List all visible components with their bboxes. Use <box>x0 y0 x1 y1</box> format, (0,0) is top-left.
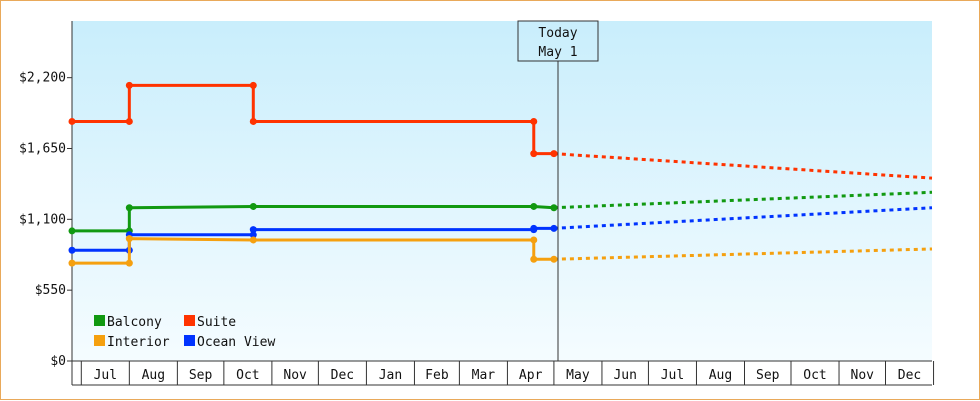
today-box <box>517 20 599 62</box>
series-forecast-line <box>553 247 933 261</box>
legend-label: Ocean View <box>197 335 275 350</box>
x-tick-label: Feb <box>425 368 449 383</box>
data-point <box>125 81 133 89</box>
data-point <box>530 255 538 263</box>
x-tick-label: Dec <box>898 368 921 383</box>
legend-swatch <box>94 335 105 346</box>
x-tick-label: May <box>566 368 590 383</box>
x-tick-label: Jun <box>613 368 636 383</box>
data-point <box>550 204 558 212</box>
data-point <box>249 117 257 125</box>
today-date: May 1 <box>538 45 577 60</box>
x-tick-label: Jul <box>94 368 117 383</box>
today-label: Today <box>538 26 577 41</box>
data-point <box>550 224 558 232</box>
series-lines <box>68 81 933 267</box>
x-tick-label: Mar <box>472 368 496 383</box>
y-tick-label: $550 <box>35 283 66 298</box>
x-tick-label: Jul <box>661 368 684 383</box>
data-point <box>530 150 538 158</box>
data-point <box>249 236 257 244</box>
today-marker: Today May 1 <box>517 20 599 361</box>
legend: Balcony Suite Interior Ocean View <box>94 315 275 350</box>
data-point <box>530 224 538 232</box>
series-forecast-line <box>553 152 933 180</box>
x-tick-label: Aug <box>709 368 732 383</box>
legend-swatch <box>94 315 105 326</box>
data-point <box>249 231 257 239</box>
x-axis: Jul Aug Sep Oct Nov Dec Jan Feb Mar Apr May Jun Jul A… <box>71 360 935 386</box>
data-point <box>68 117 76 125</box>
x-tick-label: Apr <box>519 368 543 383</box>
data-point <box>68 227 76 235</box>
series-history-line <box>72 83 554 156</box>
series-forecast-line <box>553 206 933 230</box>
legend-swatch <box>184 335 195 346</box>
data-point <box>530 236 538 244</box>
legend-label: Balcony <box>107 315 162 330</box>
data-point <box>125 259 133 267</box>
data-point <box>68 259 76 267</box>
x-tick-label: Sep <box>189 368 213 383</box>
y-tick-label: $1,650 <box>19 142 66 157</box>
data-point <box>530 117 538 125</box>
y-axis: $0 $550 $1,100 $1,650 $2,200 <box>19 21 73 369</box>
y-tick-label: $2,200 <box>19 71 66 86</box>
legend-label: Suite <box>197 315 236 330</box>
x-tick-label: Jan <box>379 368 402 383</box>
x-tick-label: Oct <box>236 368 259 383</box>
data-point <box>550 255 558 263</box>
data-point <box>249 226 257 234</box>
y-tick-label: $0 <box>50 354 66 369</box>
data-point <box>550 150 558 158</box>
data-point <box>125 235 133 243</box>
legend-swatch <box>184 315 195 326</box>
data-point <box>125 204 133 212</box>
legend-label: Interior <box>107 335 170 350</box>
x-tick-label: Dec <box>331 368 354 383</box>
y-tick-label: $1,100 <box>19 212 66 227</box>
series-forecast-line <box>553 190 933 210</box>
data-point <box>249 81 257 89</box>
plot-background <box>72 21 932 361</box>
x-tick-label: Nov <box>851 368 875 383</box>
data-point <box>125 117 133 125</box>
x-tick-label: Aug <box>142 368 165 383</box>
data-point <box>249 202 257 210</box>
data-point <box>68 246 76 254</box>
x-tick-label: Sep <box>756 368 780 383</box>
x-tick-label: Nov <box>283 368 307 383</box>
data-point <box>530 202 538 210</box>
x-tick-label: Oct <box>803 368 826 383</box>
